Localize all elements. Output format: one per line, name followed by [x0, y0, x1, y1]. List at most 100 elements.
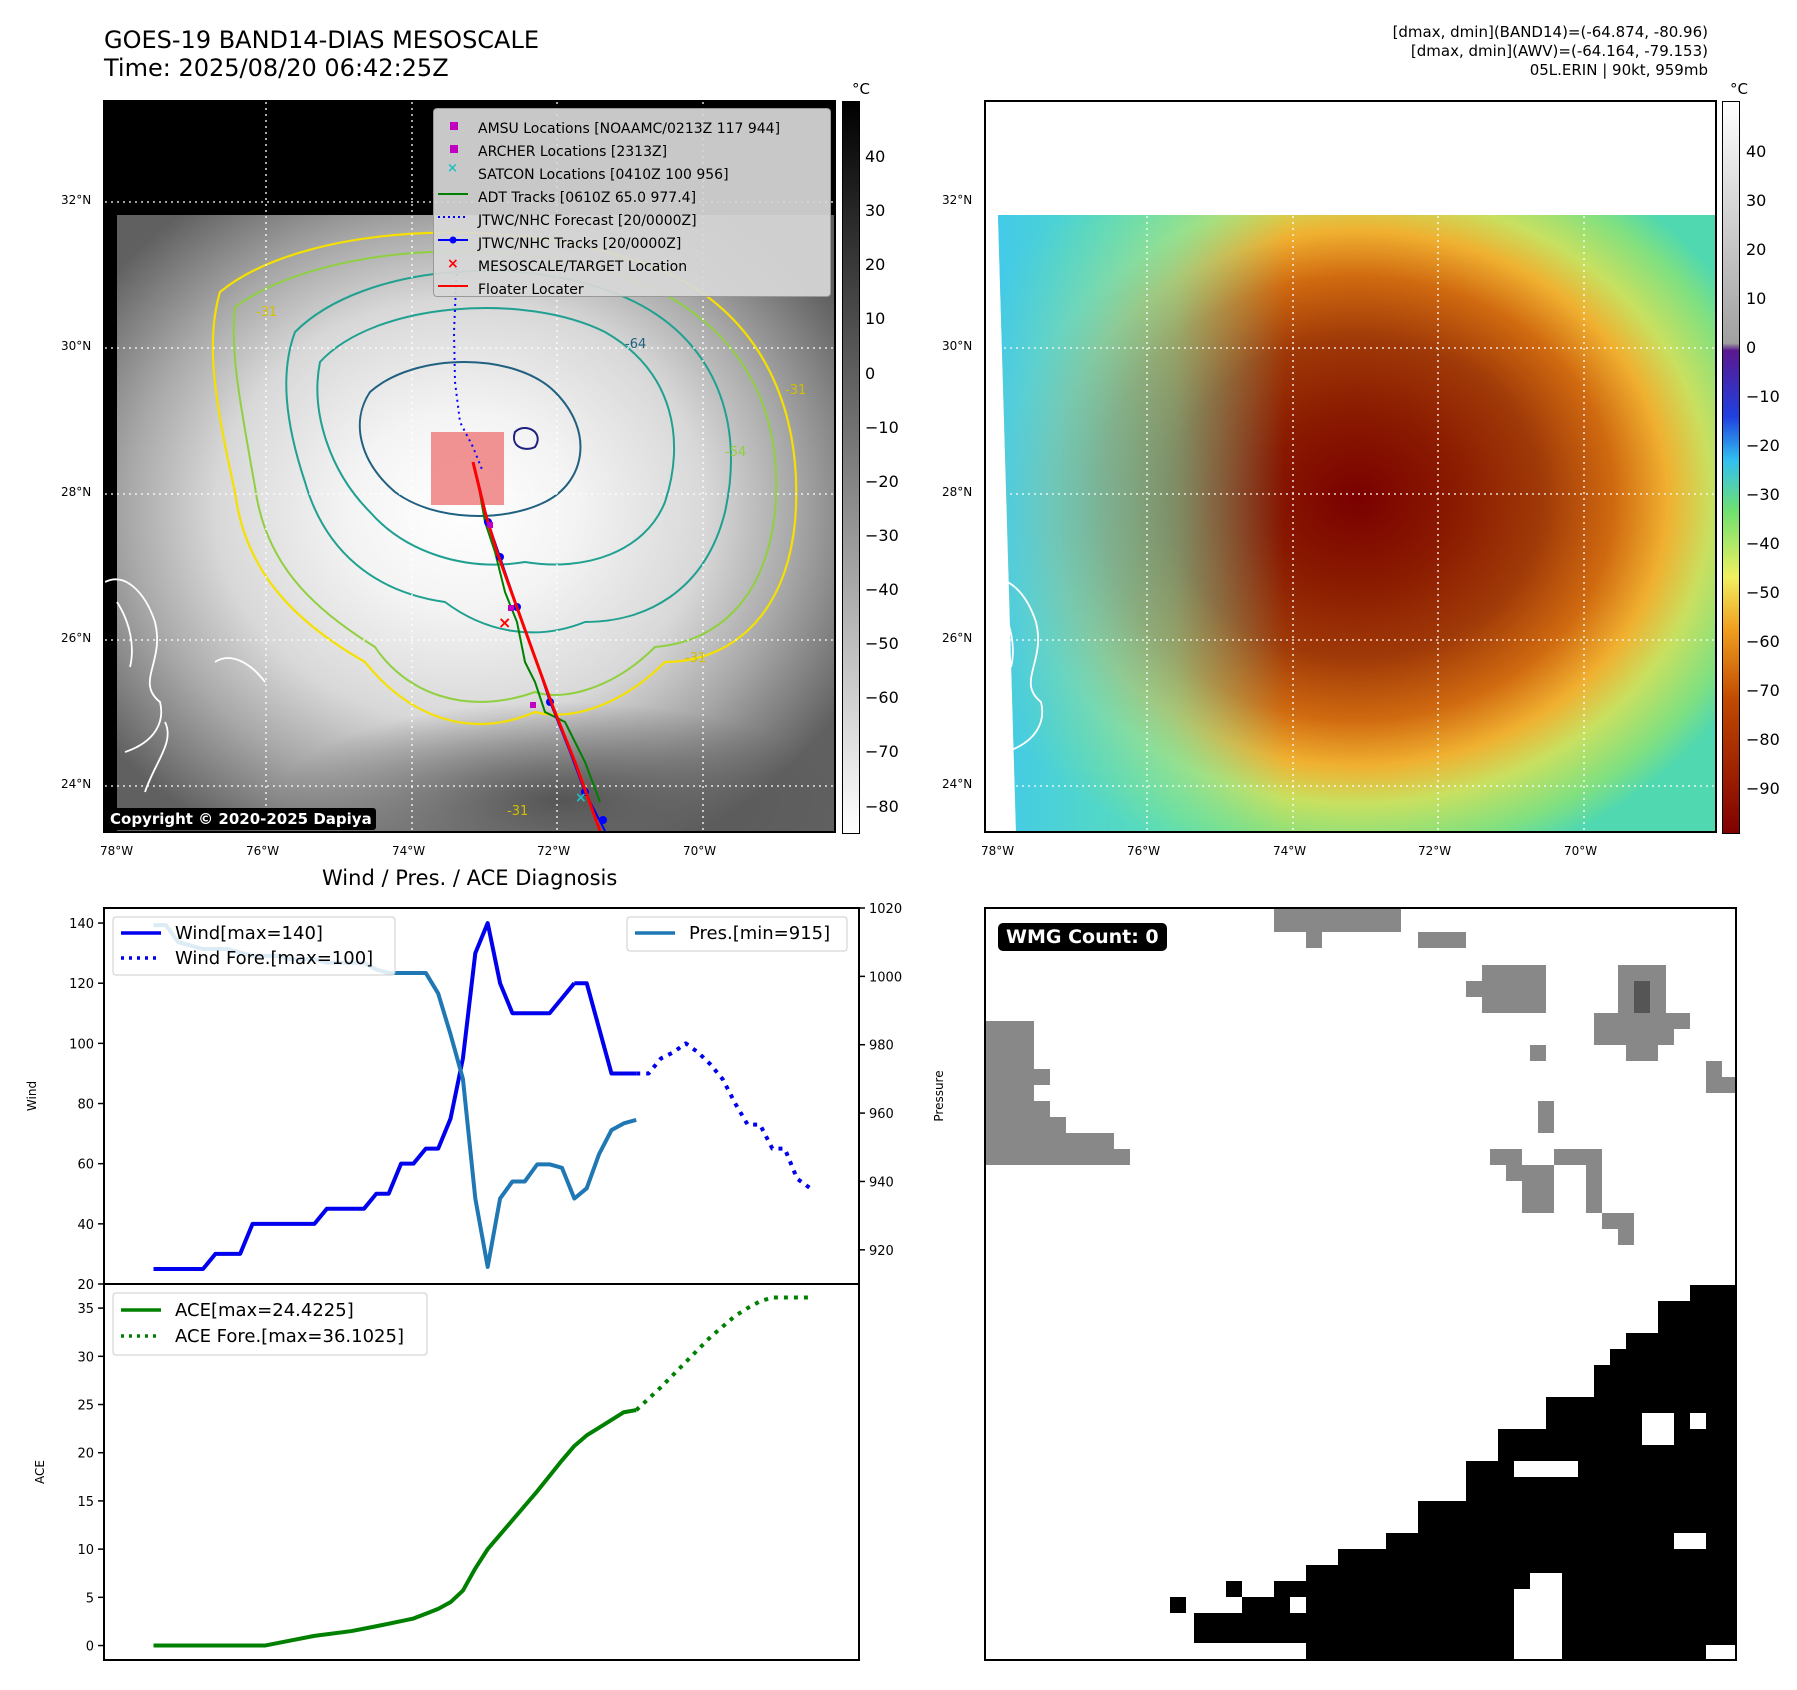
colorbar-tick: 20 — [1746, 240, 1767, 259]
contour-label: -31 — [685, 651, 706, 666]
pressure-ytick-label: 920 — [869, 1244, 894, 1259]
legend-ace-fore: ACE Fore.[max=36.1025] — [175, 1326, 404, 1347]
svg-text:×: × — [498, 613, 511, 632]
ace-forecast-line — [634, 1295, 810, 1412]
contour-label: -31 — [507, 804, 528, 819]
wind-line — [574, 981, 637, 1076]
lat-label: 30°N — [61, 339, 92, 353]
copyright-badge: Copyright © 2020-2025 Dapiya — [106, 808, 376, 830]
wind-axes: 20 40 60 80 100 120 140 920 940 960 980 1000 1020 — [69, 902, 902, 1293]
colorbar-tick: 30 — [1746, 191, 1767, 210]
diagnosis-title: Wind / Pres. / ACE Diagnosis — [322, 866, 618, 890]
colorbar-tick: 20 — [865, 255, 886, 274]
contour-label: -54 — [725, 445, 746, 460]
svg-text:×: × — [447, 161, 458, 176]
lon-label: 74°W — [1273, 844, 1307, 858]
ace-ytick-label: 35 — [77, 1302, 94, 1317]
lat-label: 30°N — [942, 339, 973, 353]
lon-label: 72°W — [1418, 844, 1452, 858]
chart-time: Time: 2025/08/20 06:42:25Z — [104, 54, 449, 82]
info-awv: [dmax, dmin](AWV)=(-64.164, -79.153) — [1410, 42, 1708, 60]
wind-ytick-label: 80 — [77, 1098, 94, 1113]
ace-frame — [103, 1283, 860, 1661]
ace-ytick-label: 0 — [86, 1640, 94, 1655]
lat-label: 24°N — [61, 777, 92, 791]
lat-label: 26°N — [942, 631, 973, 645]
legend-target: MESOSCALE/TARGET Location — [478, 259, 688, 275]
contour-label: -64 — [625, 337, 646, 352]
ace-ytick-label: 30 — [77, 1350, 94, 1365]
colorbar-tick: −20 — [1746, 436, 1780, 455]
legend-tracks: JTWC/NHC Tracks [20/0000Z] — [478, 236, 682, 252]
contour-label: -31 — [256, 305, 277, 320]
colorbar-tick: −40 — [865, 580, 899, 599]
colorbar-left-unit: °C — [852, 80, 870, 98]
colorbar-tick: 30 — [865, 201, 886, 220]
info-storm: 05L.ERIN | 90kt, 959mb — [1529, 61, 1708, 79]
colorbar-tick: 10 — [1746, 289, 1767, 308]
wind-ytick-label: 140 — [69, 917, 94, 932]
info-band14: [dmax, dmin](BAND14)=(-64.874, -80.96) — [1392, 23, 1708, 41]
colorbar-right-unit: °C — [1730, 80, 1748, 98]
colorbar-tick: 40 — [865, 147, 886, 166]
colorbar-tick: −60 — [865, 688, 899, 707]
ace-ytick-label: 15 — [77, 1495, 94, 1510]
legend-adt: ADT Tracks [0610Z 65.0 977.4] — [478, 190, 697, 206]
colorbar-right — [1722, 101, 1740, 834]
svg-text:×: × — [575, 790, 587, 806]
lat-label: 32°N — [61, 193, 92, 207]
legend-satcon: SATCON Locations [0410Z 100 956] — [478, 167, 729, 183]
lat-label: 24°N — [942, 777, 973, 791]
wind-ylabel: Wind — [25, 1081, 39, 1111]
wind-ytick-label: 60 — [77, 1158, 94, 1173]
ace-legend: ACE[max=24.4225] ACE Fore.[max=36.1025] — [112, 1292, 428, 1356]
lon-label: 78°W — [981, 844, 1015, 858]
colorbar-tick: −90 — [1746, 779, 1780, 798]
wmg-grid — [986, 909, 1735, 1659]
pressure-ytick-label: 940 — [869, 1175, 894, 1190]
lon-label: 76°W — [246, 844, 280, 858]
awv-map-svg — [986, 102, 1715, 831]
lat-label: 28°N — [942, 485, 973, 499]
colorbar-tick: −60 — [1746, 632, 1780, 651]
legend-wind-fore: Wind Fore.[max=100] — [175, 948, 373, 969]
colorbar-tick: −40 — [1746, 534, 1780, 553]
lon-label: 74°W — [392, 844, 426, 858]
colorbar-tick: −80 — [1746, 730, 1780, 749]
pressure-legend: Pres.[min=915] — [626, 916, 848, 952]
wmg-panel: WMG Count: 0 — [984, 907, 1737, 1661]
pressure-ytick-label: 960 — [869, 1107, 894, 1122]
colorbar-tick: −30 — [1746, 485, 1780, 504]
ace-ytick-label: 5 — [86, 1591, 94, 1606]
legend-forecast: JTWC/NHC Forecast [20/0000Z] — [478, 213, 697, 229]
legend-ace: ACE[max=24.4225] — [175, 1300, 354, 1321]
lat-label: 26°N — [61, 631, 92, 645]
pressure-ytick-label: 1020 — [869, 902, 902, 917]
wind-line — [153, 921, 576, 1271]
colorbar-tick: −80 — [865, 797, 899, 816]
ace-ytick-label: 10 — [77, 1543, 94, 1558]
awv-map — [984, 100, 1717, 833]
lon-label: 70°W — [1564, 844, 1598, 858]
wind-ytick-label: 40 — [77, 1218, 94, 1233]
mesoscale-box — [431, 432, 504, 505]
svg-text:×: × — [447, 256, 459, 272]
lat-label: 28°N — [61, 485, 92, 499]
pressure-ylabel: Pressure — [932, 1070, 946, 1121]
wmg-count-badge: WMG Count: 0 — [998, 923, 1167, 951]
colorbar-tick: −70 — [1746, 681, 1780, 700]
contour-label: -31 — [785, 383, 806, 398]
colorbar-tick: 0 — [865, 364, 876, 383]
ace-ylabel: ACE — [33, 1460, 47, 1484]
legend-amsu: AMSU Locations [NOAAMC/0213Z 117 944] — [478, 121, 781, 137]
band14-map: × × -31 -64 -31 -54 -31 -31 × × AMSU Loc… — [103, 100, 836, 833]
wind-forecast-line — [636, 1041, 811, 1190]
colorbar-tick: −50 — [865, 634, 899, 653]
colorbar-tick: 10 — [865, 309, 886, 328]
pressure-ytick-label: 1000 — [869, 970, 902, 985]
colorbar-tick: −10 — [865, 418, 899, 437]
colorbar-left — [842, 101, 860, 834]
legend-wind: Wind[max=140] — [175, 923, 323, 944]
map-legend: × × AMSU Locations [NOAAMC/0213Z 117 944… — [433, 108, 831, 298]
legend-archer: ARCHER Locations [2313Z] — [478, 144, 668, 160]
